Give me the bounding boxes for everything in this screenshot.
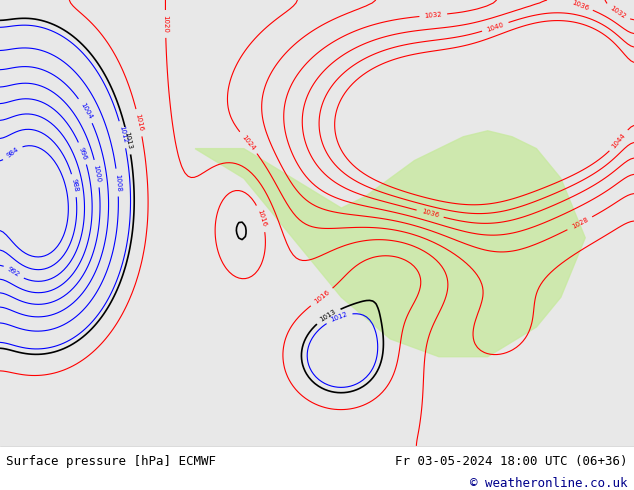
Text: 1008: 1008 [113,173,121,192]
Text: 1016: 1016 [134,113,144,132]
Polygon shape [195,131,585,357]
Text: 984: 984 [5,146,20,159]
Text: 996: 996 [78,146,88,161]
Text: 1036: 1036 [571,0,590,11]
Text: Fr 03-05-2024 18:00 UTC (06+36): Fr 03-05-2024 18:00 UTC (06+36) [395,455,628,468]
Text: 1013: 1013 [319,309,337,323]
Text: 1028: 1028 [571,217,589,230]
Text: © weatheronline.co.uk: © weatheronline.co.uk [470,477,628,490]
Text: 1013: 1013 [124,131,133,150]
Text: 1036: 1036 [420,209,439,219]
Text: Surface pressure [hPa] ECMWF: Surface pressure [hPa] ECMWF [6,455,216,468]
Text: 988: 988 [70,178,79,193]
Text: 1020: 1020 [162,15,169,33]
Text: 1012: 1012 [118,125,127,144]
Text: 1000: 1000 [93,164,101,183]
Text: 1032: 1032 [609,4,627,20]
Text: 992: 992 [6,266,21,278]
Text: 1004: 1004 [79,101,93,120]
Text: 1024: 1024 [241,134,256,151]
Text: 1040: 1040 [486,21,505,33]
Text: 1044: 1044 [611,132,627,149]
Text: 1016: 1016 [256,209,268,228]
Text: 1012: 1012 [330,311,348,323]
Text: 1016: 1016 [313,289,331,305]
Text: 1032: 1032 [424,11,443,19]
